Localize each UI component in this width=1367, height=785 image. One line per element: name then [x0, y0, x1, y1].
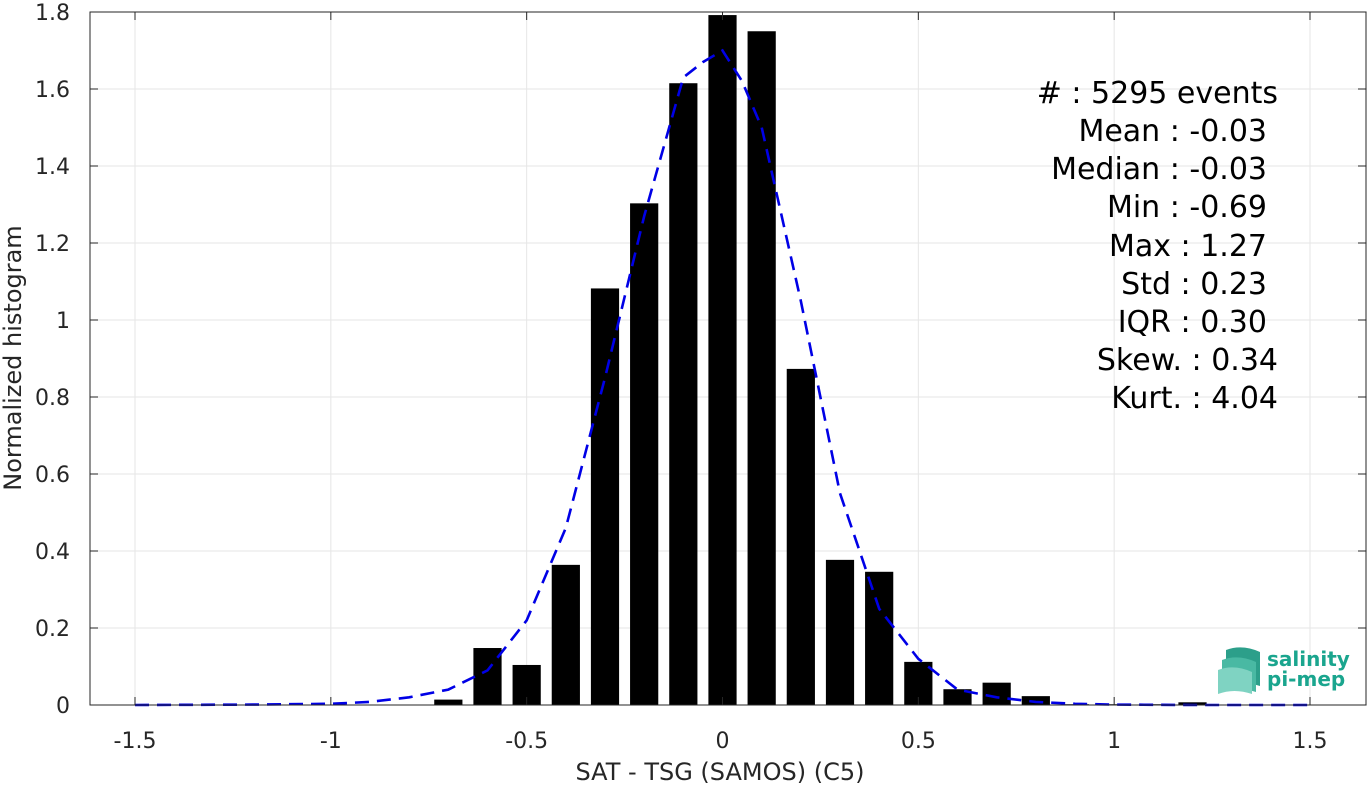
logo-text-line2: pi-mep	[1267, 667, 1345, 691]
histogram-bar	[786, 368, 815, 705]
histogram-bars	[434, 15, 1207, 706]
stat-min: Min : -0.69	[1107, 190, 1267, 225]
histogram-bar	[1178, 702, 1207, 705]
histogram-bar	[865, 571, 894, 705]
y-tick-label: 0.8	[35, 386, 70, 411]
x-axis-ticks: -1.5 -1 -0.5 0 0.5 1 1.5	[114, 12, 1328, 754]
x-tick-label: 1.5	[1293, 729, 1328, 754]
histogram-bar	[982, 682, 1011, 705]
histogram-bar	[825, 559, 855, 705]
stat-kurt: Kurt. : 4.04	[1111, 381, 1278, 416]
y-tick-label: 1.4	[35, 155, 70, 180]
y-tick-label: 1	[56, 309, 70, 334]
y-axis-label: Normalized histogram	[0, 225, 27, 490]
histogram-bar	[943, 689, 972, 705]
histogram-bar	[708, 15, 737, 705]
histogram-bar	[747, 31, 776, 705]
stat-iqr: IQR : 0.30	[1118, 305, 1267, 340]
stat-mean: Mean : -0.03	[1078, 114, 1267, 149]
stat-skew: Skew. : 0.34	[1097, 343, 1278, 378]
axes-box	[89, 11, 1367, 706]
histogram-bar	[630, 203, 659, 705]
statistics-annotation: # : 5295 events Mean : -0.03 Median : -0…	[1037, 76, 1278, 416]
histogram-bar	[1021, 696, 1050, 705]
x-tick-label: -1.5	[114, 729, 157, 754]
wave-logo-icon	[1218, 647, 1260, 694]
x-tick-label: 1	[1107, 729, 1121, 754]
histogram-bar	[669, 83, 698, 706]
x-tick-label: -0.5	[505, 729, 548, 754]
stat-max: Max : 1.27	[1109, 229, 1267, 264]
y-tick-label: 1.8	[35, 1, 70, 26]
y-tick-label: 0.2	[35, 617, 70, 642]
x-tick-label: 0	[716, 729, 730, 754]
logo-text-line1: salinity	[1267, 647, 1350, 671]
stat-events: # : 5295 events	[1037, 76, 1278, 111]
histogram-bar	[590, 288, 620, 705]
fitted-distribution-curve	[134, 48, 1310, 707]
stat-median: Median : -0.03	[1051, 152, 1267, 187]
y-tick-label: 1.6	[35, 78, 70, 103]
x-tick-label: 0.5	[901, 729, 936, 754]
y-axis-ticks: 0 0.2 0.4 0.6 0.8 1 1.2 1.4 1.6 1.8	[35, 1, 1366, 719]
histogram-bar	[473, 648, 502, 705]
x-tick-label: -1	[320, 729, 342, 754]
y-tick-label: 1.2	[35, 232, 70, 257]
stat-std: Std : 0.23	[1121, 267, 1267, 302]
histogram-bar	[551, 564, 580, 705]
y-tick-label: 0.6	[35, 463, 70, 488]
salinity-pi-mep-logo: salinity pi-mep	[1218, 647, 1350, 694]
x-axis-label: SAT - TSG (SAMOS) (C5)	[576, 758, 865, 785]
histogram-bar	[434, 699, 463, 705]
y-tick-label: 0.4	[35, 540, 70, 565]
y-tick-label: 0	[56, 694, 70, 719]
